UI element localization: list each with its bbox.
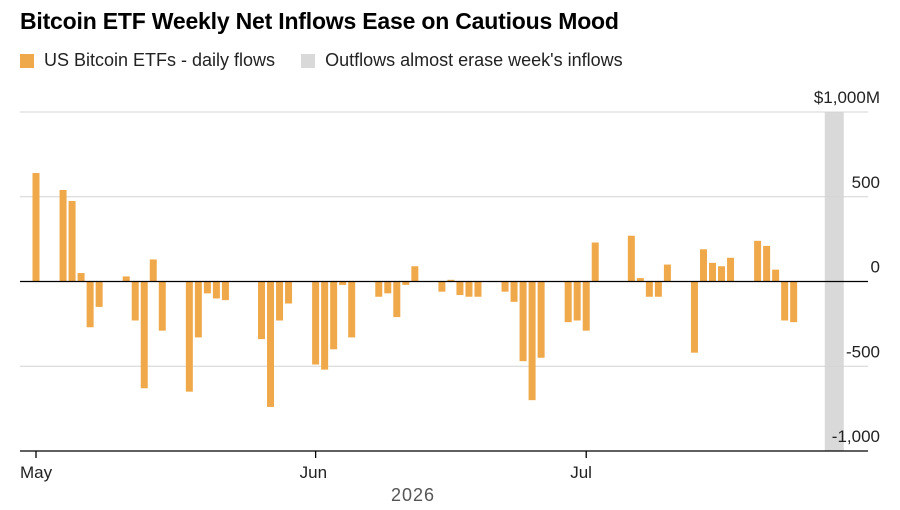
bar <box>591 242 599 282</box>
bar <box>203 281 211 294</box>
legend-swatch-daily-flows <box>20 53 34 68</box>
bar <box>528 281 536 401</box>
bar <box>285 281 293 304</box>
bar <box>384 281 392 294</box>
x-tick-label: Jun <box>300 463 327 482</box>
bar <box>140 281 148 389</box>
bar <box>772 269 780 282</box>
bar <box>663 264 671 282</box>
bar <box>312 281 320 365</box>
y-tick-label: 0 <box>871 258 880 277</box>
axes <box>20 280 868 458</box>
bar <box>645 281 653 297</box>
bar <box>149 259 157 282</box>
bar <box>781 281 789 321</box>
bar <box>375 281 383 297</box>
bar <box>77 273 85 282</box>
bar <box>718 266 726 282</box>
bar <box>330 281 338 350</box>
bar <box>158 281 166 331</box>
bar <box>122 276 130 282</box>
legend-swatch-outflows-band <box>301 53 316 68</box>
bar <box>582 281 590 331</box>
bar <box>393 281 401 318</box>
bar <box>339 281 347 285</box>
legend-label-daily-flows: US Bitcoin ETFs - daily flows <box>44 50 276 70</box>
y-tick-label: 500 <box>852 173 880 192</box>
bar <box>519 281 527 362</box>
bar <box>86 281 94 328</box>
bar <box>690 281 698 353</box>
bar <box>32 173 40 282</box>
bar <box>185 281 193 392</box>
bar <box>194 281 202 338</box>
bar <box>537 281 545 358</box>
bar <box>402 281 410 285</box>
bar <box>221 281 229 301</box>
bar <box>321 281 329 370</box>
bar <box>258 281 265 340</box>
bar <box>727 257 735 282</box>
bar <box>573 281 581 321</box>
y-tick-label: -500 <box>846 342 880 361</box>
bar <box>636 278 644 282</box>
legend-label-outflows-band: Outflows almost erase week's inflows <box>325 50 623 70</box>
tick-labels: $1,000M 500 0 -500 -1,000 May Jun Jul 2026 <box>20 88 880 505</box>
bar <box>131 281 139 321</box>
bar <box>411 266 419 282</box>
bar <box>564 281 572 323</box>
x-tick-label: May <box>20 463 53 482</box>
bar <box>59 189 67 282</box>
bar <box>95 281 103 307</box>
bar <box>276 281 284 321</box>
bar <box>212 281 220 299</box>
bar <box>709 262 716 282</box>
bar <box>763 245 771 282</box>
bar <box>68 200 76 282</box>
bar <box>474 281 482 297</box>
bar <box>348 281 356 338</box>
bar <box>456 281 464 296</box>
bar <box>447 279 455 282</box>
legend: US Bitcoin ETFs - daily flows Outflows a… <box>20 50 649 71</box>
x-tick-label: Jul <box>570 463 592 482</box>
y-tick-label: $1,000M <box>814 88 880 107</box>
bar <box>501 281 509 292</box>
chart-title: Bitcoin ETF Weekly Net Inflows Ease on C… <box>20 8 619 34</box>
bar <box>699 249 707 282</box>
bar <box>654 281 662 297</box>
bar <box>267 281 275 407</box>
bars <box>32 173 798 407</box>
legend-item-daily-flows: US Bitcoin ETFs - daily flows <box>20 50 275 71</box>
bar <box>465 281 473 297</box>
y-tick-label: -1,000 <box>832 427 880 446</box>
bar <box>627 235 635 282</box>
bar <box>754 240 762 282</box>
bar <box>790 281 798 323</box>
legend-item-outflows-band: Outflows almost erase week's inflows <box>301 50 623 71</box>
bar <box>510 281 518 302</box>
bar <box>438 281 446 292</box>
x-axis-label: 2026 <box>391 485 435 505</box>
